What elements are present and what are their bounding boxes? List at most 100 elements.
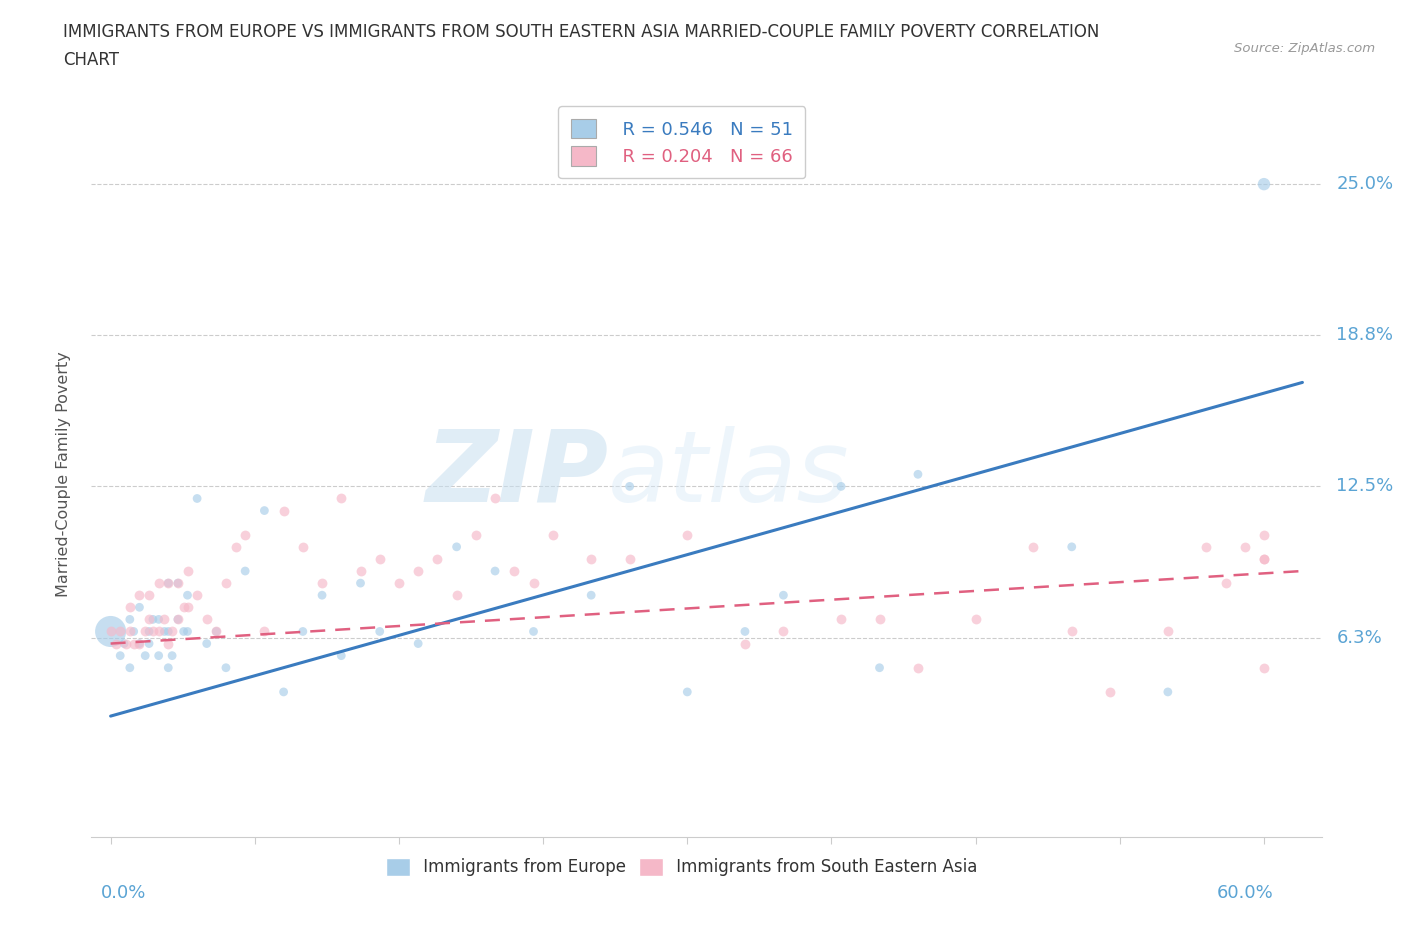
Text: 18.8%: 18.8% bbox=[1336, 326, 1393, 344]
Point bbox=[522, 576, 544, 591]
Point bbox=[579, 551, 602, 566]
Point bbox=[128, 600, 150, 615]
Point bbox=[503, 564, 526, 578]
Point bbox=[388, 576, 411, 591]
Point bbox=[406, 636, 429, 651]
Point bbox=[176, 600, 198, 615]
Point bbox=[734, 624, 756, 639]
Text: 0.0%: 0.0% bbox=[101, 884, 146, 902]
Point bbox=[830, 479, 852, 494]
Point bbox=[368, 624, 391, 639]
Point bbox=[157, 576, 180, 591]
Point bbox=[118, 600, 141, 615]
Point bbox=[869, 612, 891, 627]
Point bbox=[205, 624, 228, 639]
Point bbox=[157, 636, 180, 651]
Point bbox=[579, 588, 602, 603]
Text: 60.0%: 60.0% bbox=[1216, 884, 1274, 902]
Point bbox=[233, 527, 256, 542]
Point bbox=[186, 491, 208, 506]
Point bbox=[118, 660, 141, 675]
Point bbox=[734, 636, 756, 651]
Point bbox=[869, 660, 891, 675]
Point bbox=[273, 684, 295, 699]
Point bbox=[195, 636, 218, 651]
Point bbox=[157, 624, 180, 639]
Point bbox=[368, 551, 391, 566]
Point bbox=[134, 648, 156, 663]
Point bbox=[311, 588, 333, 603]
Text: 25.0%: 25.0% bbox=[1336, 175, 1393, 193]
Point bbox=[138, 612, 160, 627]
Point bbox=[118, 612, 141, 627]
Point bbox=[1060, 624, 1083, 639]
Point bbox=[1157, 624, 1180, 639]
Point bbox=[167, 612, 190, 627]
Point bbox=[100, 624, 122, 639]
Point bbox=[148, 648, 170, 663]
Point bbox=[1253, 527, 1275, 542]
Point bbox=[772, 624, 794, 639]
Point bbox=[464, 527, 486, 542]
Point bbox=[205, 624, 228, 639]
Point bbox=[311, 576, 333, 591]
Point bbox=[484, 491, 506, 506]
Point bbox=[1233, 539, 1256, 554]
Point bbox=[330, 491, 353, 506]
Point bbox=[110, 624, 132, 639]
Point bbox=[1215, 576, 1237, 591]
Point bbox=[1022, 539, 1045, 554]
Text: 6.3%: 6.3% bbox=[1336, 629, 1382, 646]
Point bbox=[118, 624, 141, 639]
Point bbox=[446, 539, 468, 554]
Point bbox=[173, 624, 195, 639]
Point bbox=[142, 624, 165, 639]
Point bbox=[160, 648, 183, 663]
Point bbox=[176, 564, 198, 578]
Point bbox=[273, 503, 295, 518]
Text: IMMIGRANTS FROM EUROPE VS IMMIGRANTS FROM SOUTH EASTERN ASIA MARRIED-COUPLE FAMI: IMMIGRANTS FROM EUROPE VS IMMIGRANTS FRO… bbox=[63, 23, 1099, 41]
Y-axis label: Married-Couple Family Poverty: Married-Couple Family Poverty bbox=[56, 352, 70, 597]
Point bbox=[330, 648, 353, 663]
Point bbox=[522, 624, 544, 639]
Point bbox=[215, 660, 238, 675]
Point bbox=[291, 624, 314, 639]
Point bbox=[148, 612, 170, 627]
Point bbox=[1195, 539, 1218, 554]
Point bbox=[1253, 551, 1275, 566]
Point bbox=[157, 576, 180, 591]
Point bbox=[100, 624, 122, 639]
Point bbox=[105, 636, 128, 651]
Text: ZIP: ZIP bbox=[425, 426, 607, 523]
Point bbox=[619, 551, 641, 566]
Point bbox=[115, 636, 138, 651]
Point bbox=[110, 648, 132, 663]
Point bbox=[195, 612, 218, 627]
Point bbox=[122, 624, 145, 639]
Point bbox=[167, 612, 190, 627]
Point bbox=[349, 576, 371, 591]
Point bbox=[225, 539, 247, 554]
Point bbox=[176, 588, 198, 603]
Point bbox=[128, 636, 150, 651]
Point bbox=[138, 636, 160, 651]
Point bbox=[1157, 684, 1180, 699]
Point bbox=[1099, 684, 1122, 699]
Point bbox=[186, 588, 208, 603]
Legend:  Immigrants from Europe,  Immigrants from South Eastern Asia: Immigrants from Europe, Immigrants from … bbox=[380, 851, 984, 884]
Point bbox=[291, 539, 314, 554]
Point bbox=[233, 564, 256, 578]
Point bbox=[1253, 551, 1275, 566]
Point bbox=[676, 684, 699, 699]
Point bbox=[215, 576, 238, 591]
Point bbox=[122, 636, 145, 651]
Point bbox=[619, 479, 641, 494]
Point bbox=[148, 624, 170, 639]
Text: 12.5%: 12.5% bbox=[1336, 477, 1393, 496]
Point bbox=[253, 624, 276, 639]
Point bbox=[907, 467, 929, 482]
Point bbox=[1060, 539, 1083, 554]
Point bbox=[907, 660, 929, 675]
Point bbox=[128, 588, 150, 603]
Point bbox=[830, 612, 852, 627]
